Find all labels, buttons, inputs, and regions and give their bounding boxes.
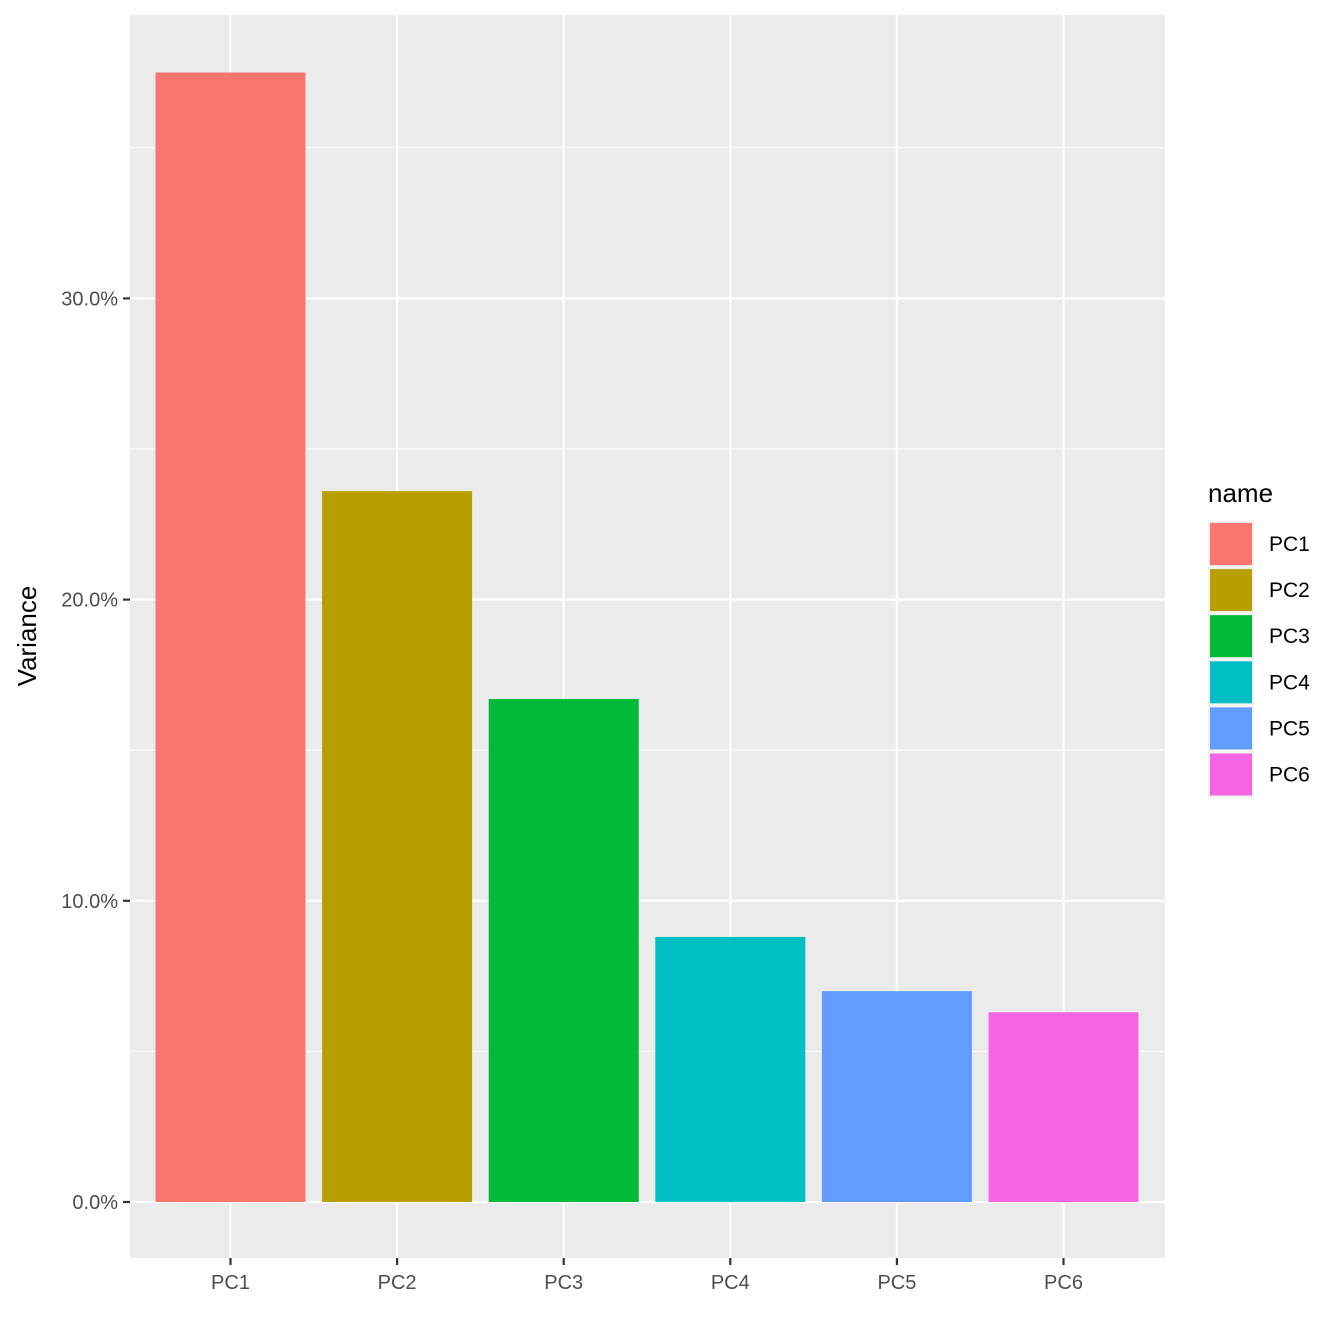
- x-tick-label: PC3: [544, 1272, 583, 1294]
- legend-items: PC1 PC2 PC3 PC4 PC5 PC6: [1208, 521, 1310, 798]
- legend-swatch-pc4: [1210, 661, 1252, 704]
- y-axis: 0.0% 10.0% 20.0% 30.0%: [61, 288, 130, 1214]
- legend-label-pc5: PC5: [1269, 717, 1310, 740]
- bar-pc3: [488, 698, 639, 1202]
- bars: [155, 72, 1139, 1203]
- legend-swatch-pc2: [1210, 569, 1252, 612]
- y-tick-label: 10.0%: [61, 891, 118, 913]
- y-tick-label: 0.0%: [72, 1192, 118, 1214]
- legend-label-pc6: PC6: [1269, 764, 1310, 787]
- y-tick-label: 20.0%: [61, 590, 118, 612]
- x-tick-label: PC6: [1044, 1272, 1083, 1294]
- x-tick-label: PC4: [711, 1272, 750, 1294]
- bar-pc6: [988, 1012, 1139, 1202]
- legend-label-pc1: PC1: [1269, 533, 1310, 556]
- bar-pc4: [655, 936, 806, 1202]
- x-axis: PC1 PC2 PC3 PC4 PC5 PC6: [211, 1258, 1083, 1294]
- x-tick-label: PC1: [211, 1272, 250, 1294]
- legend-title: name: [1208, 478, 1273, 508]
- legend-label-pc2: PC2: [1269, 579, 1310, 602]
- legend: name PC1 PC2 PC3 PC4 PC5 PC6: [1208, 478, 1310, 798]
- x-tick-label: PC5: [877, 1272, 916, 1294]
- y-axis-title: Variance: [12, 586, 42, 687]
- y-tick-label: 30.0%: [61, 288, 118, 310]
- bar-pc2: [322, 491, 473, 1203]
- legend-swatch-pc6: [1210, 753, 1252, 796]
- legend-swatch-pc5: [1210, 707, 1252, 750]
- x-tick-label: PC2: [378, 1272, 417, 1294]
- legend-swatch-pc3: [1210, 615, 1252, 658]
- bar-pc5: [821, 991, 972, 1202]
- legend-swatch-pc1: [1210, 523, 1252, 565]
- bar-pc1: [155, 72, 306, 1202]
- legend-label-pc4: PC4: [1269, 671, 1310, 694]
- legend-label-pc3: PC3: [1269, 625, 1310, 648]
